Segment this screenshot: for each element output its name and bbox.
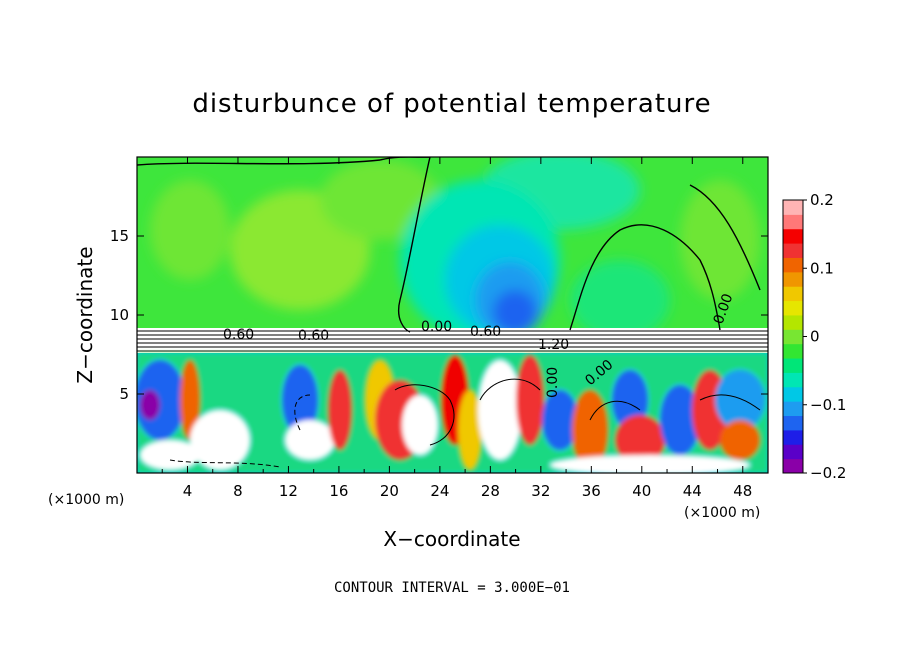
colorbar: 0.2 0.1 0 −0.1 −0.2 <box>782 191 846 482</box>
colorbar-segment <box>783 314 803 330</box>
colorbar-segment <box>783 257 803 273</box>
colorbar-segment <box>783 386 803 402</box>
x-tick-label: 48 <box>733 482 752 500</box>
colorbar-segment <box>783 200 803 215</box>
contour-label: 0.60 <box>298 328 329 344</box>
colorbar-segment <box>783 358 803 373</box>
colorbar-segment <box>783 286 803 302</box>
contour-label: 0.60 <box>470 324 501 340</box>
contour-label: 0.60 <box>223 327 254 343</box>
colorbar-segment <box>783 243 803 258</box>
x-tick-label: 32 <box>531 482 550 500</box>
contour-label: 1.20 <box>538 337 569 353</box>
colorbar-segment <box>783 444 803 460</box>
y-axis-label: Z−coordinate <box>73 246 97 383</box>
colorbar-segment <box>783 372 803 388</box>
colorbar-segment <box>783 214 803 230</box>
colorbar-segment <box>783 415 803 431</box>
y-tick-label: 5 <box>119 385 129 403</box>
x-tick-label: 40 <box>632 482 651 500</box>
chart-title: disturbunce of potential temperature <box>192 89 711 119</box>
y-axis: 5 10 15 <box>110 227 768 403</box>
contour-label: 0.00 <box>421 319 452 335</box>
colorbar-tick-label: −0.2 <box>810 464 846 482</box>
x-tick-label: 24 <box>430 482 449 500</box>
colorbar-tick-label: 0.1 <box>810 259 834 277</box>
colorbar-segment <box>783 343 803 359</box>
x-tick-label: 4 <box>183 482 193 500</box>
x-tick-label: 12 <box>279 482 298 500</box>
x-tick-label: 28 <box>481 482 500 500</box>
colorbar-segment <box>783 228 803 244</box>
x-axis: 4 8 12 16 20 24 28 32 36 40 44 48 <box>161 157 752 500</box>
colorbar-tick-label: 0 <box>810 328 820 346</box>
x-axis-unit-right: (×1000 m) <box>684 505 760 521</box>
colorbar-segment <box>783 401 803 417</box>
colorbar-segment <box>783 300 803 316</box>
x-axis-unit-left: (×1000 m) <box>48 492 124 508</box>
colorbar-segment <box>783 458 803 474</box>
colorbar-tick-label: 0.2 <box>810 191 834 209</box>
heatmap-field <box>137 157 768 473</box>
colorbar-segment <box>783 329 803 345</box>
colorbar-segment <box>783 271 803 287</box>
x-tick-label: 44 <box>683 482 702 500</box>
contour-interval-note: CONTOUR INTERVAL = 3.000E−01 <box>334 580 570 596</box>
y-tick-label: 10 <box>110 306 129 324</box>
contour-label: 0.00 <box>545 367 561 398</box>
y-tick-label: 15 <box>110 227 129 245</box>
x-axis-label: X−coordinate <box>383 527 520 551</box>
x-tick-label: 16 <box>329 482 348 500</box>
colorbar-tick-label: −0.1 <box>810 396 846 414</box>
x-tick-label: 36 <box>582 482 601 500</box>
x-tick-label: 20 <box>380 482 399 500</box>
x-tick-label: 8 <box>233 482 243 500</box>
colorbar-segment <box>783 429 803 445</box>
